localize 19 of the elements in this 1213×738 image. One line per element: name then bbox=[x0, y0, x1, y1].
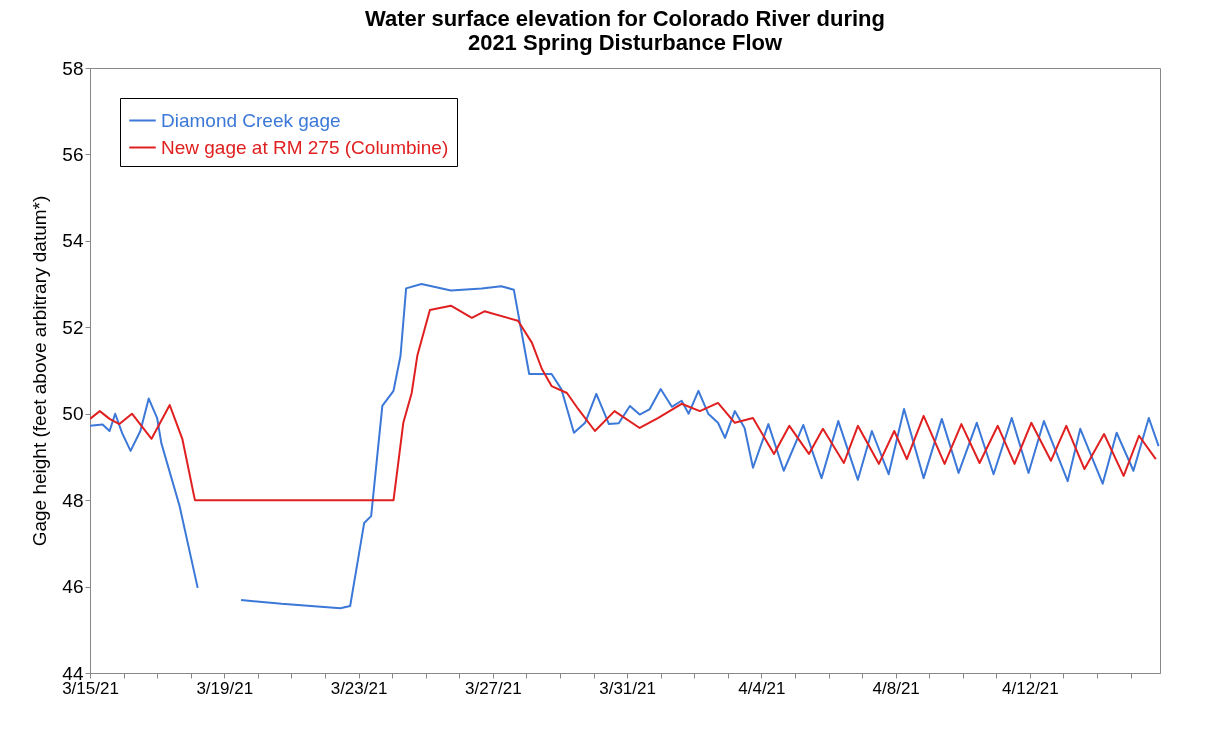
legend-label: New gage at RM 275 (Columbine) bbox=[161, 136, 449, 158]
x-tick-label: 3/19/21 bbox=[196, 678, 254, 698]
y-axis-title: Gage height (feet above arbitrary datum*) bbox=[29, 195, 51, 547]
y-tick-label: 58 bbox=[62, 57, 84, 79]
x-tick-label: 4/4/21 bbox=[738, 678, 786, 698]
line-series bbox=[90, 304, 1157, 502]
y-tick-label: 56 bbox=[62, 143, 84, 165]
chart-title: Water surface elevation for Colorado River during 2021 Spring Disturbance Flow bbox=[365, 6, 885, 55]
x-tick-label: 3/27/21 bbox=[464, 678, 522, 698]
x-tick-label: 4/8/21 bbox=[872, 678, 920, 698]
y-tick-label: 50 bbox=[62, 403, 84, 425]
y-tick-label: 46 bbox=[62, 576, 84, 598]
y-tick-label: 54 bbox=[62, 230, 84, 252]
x-tick-label: 3/23/21 bbox=[330, 678, 388, 698]
x-tick-label: 4/12/21 bbox=[1002, 678, 1059, 698]
y-tick-label: 48 bbox=[62, 489, 84, 511]
legend-label: Diamond Creek gage bbox=[161, 109, 341, 131]
y-tick-label: 52 bbox=[62, 316, 84, 338]
x-tick-label: 3/31/21 bbox=[599, 678, 656, 698]
